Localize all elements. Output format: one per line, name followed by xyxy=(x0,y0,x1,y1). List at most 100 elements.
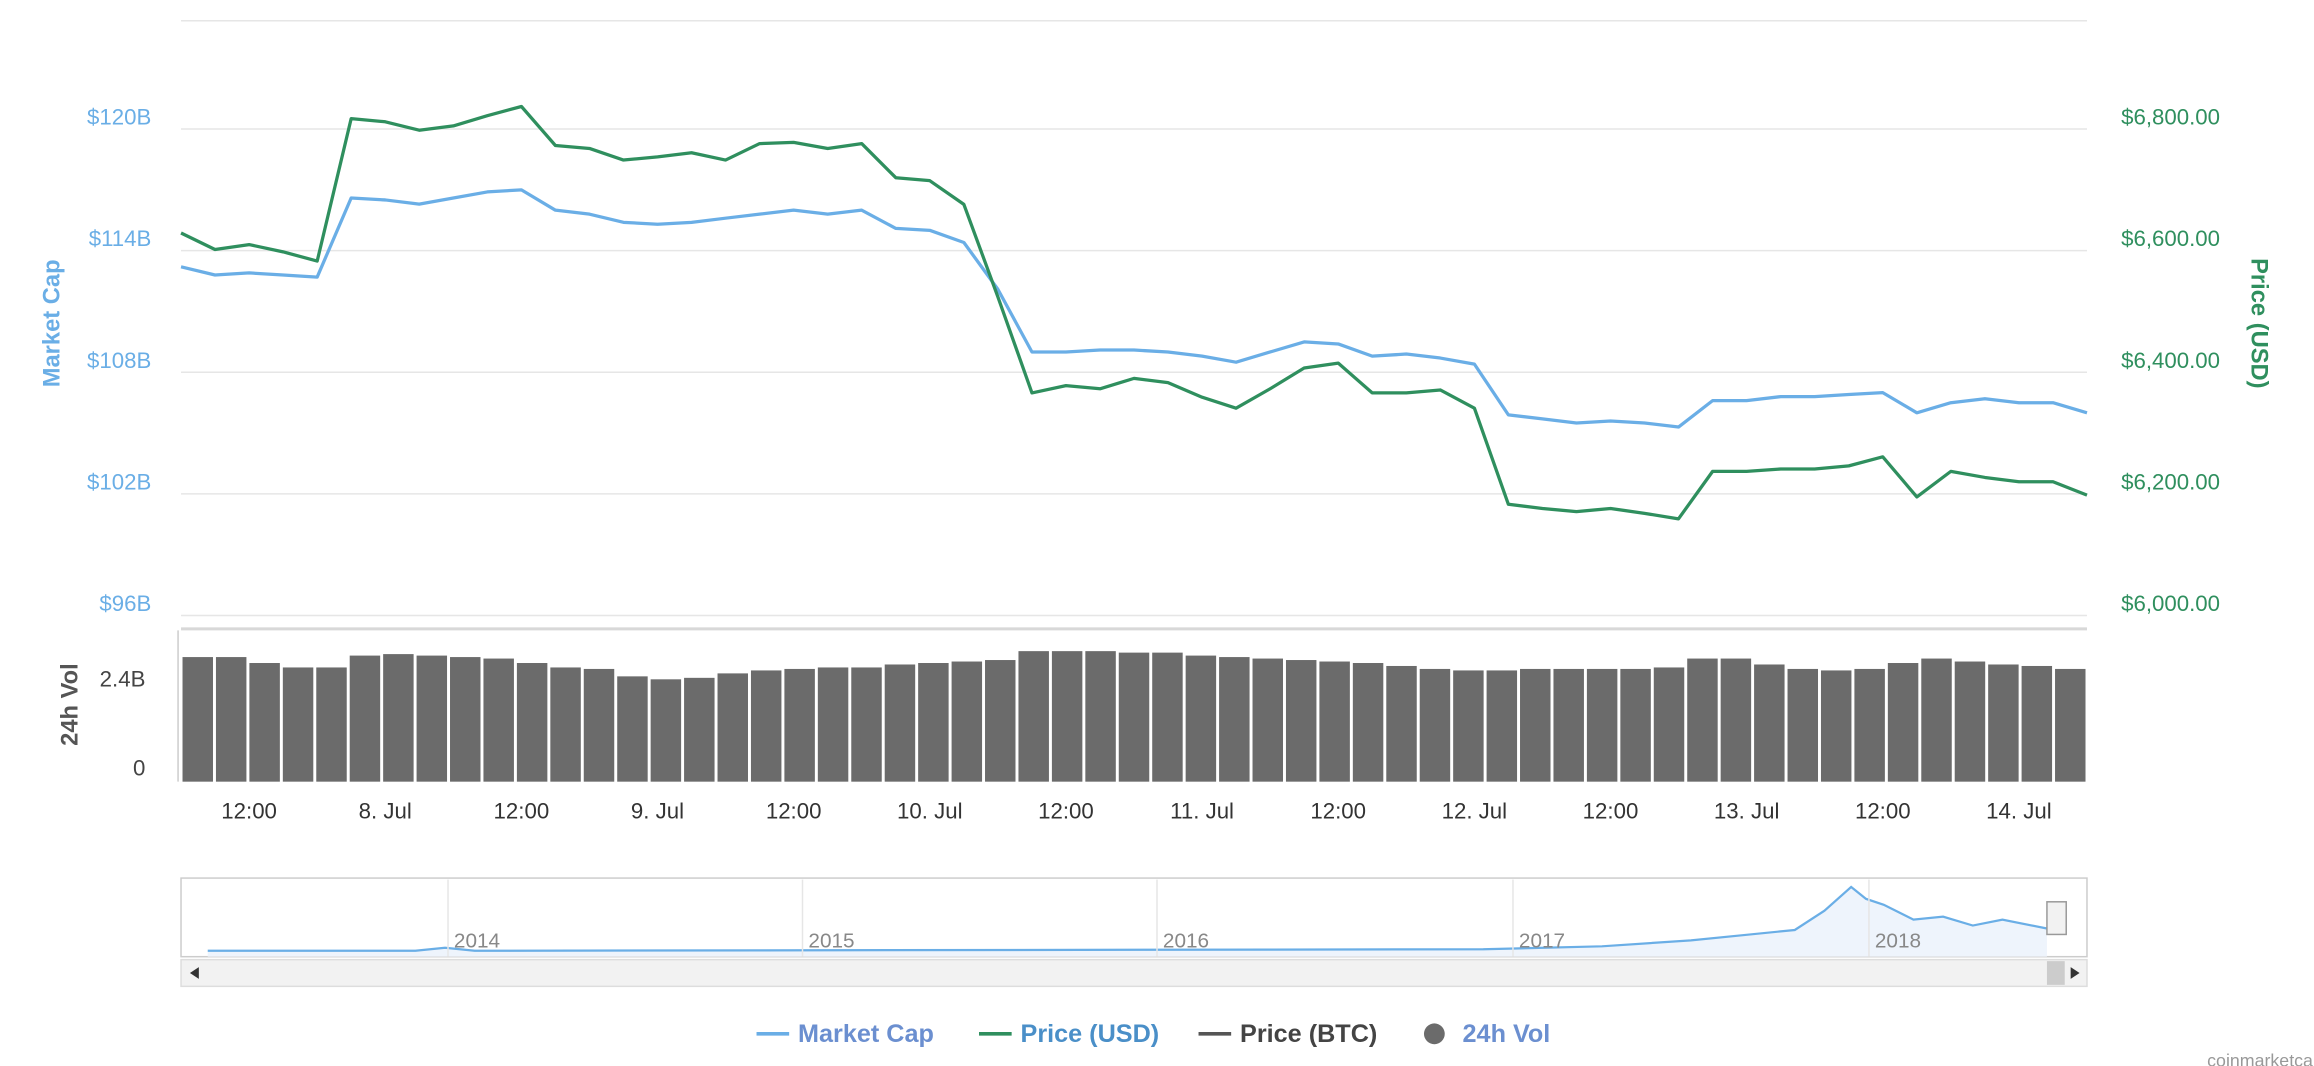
legend-label[interactable]: Market Cap xyxy=(798,1020,934,1048)
volume-bar xyxy=(1988,664,2019,782)
x-tick-label: 12. Jul xyxy=(1442,799,1508,824)
volume-bar xyxy=(684,677,715,782)
volume-bar xyxy=(1219,657,1250,782)
scrollbar-thumb[interactable] xyxy=(2046,961,2065,985)
volume-bar xyxy=(951,661,983,782)
volume-bar xyxy=(2055,668,2086,782)
volume-bar xyxy=(750,670,782,782)
volume-bar xyxy=(583,668,615,782)
legend-label[interactable]: 24h Vol xyxy=(1463,1020,1551,1048)
volume-bar xyxy=(1085,651,1116,782)
legend-label[interactable]: Price (BTC) xyxy=(1240,1020,1377,1048)
volume-bar xyxy=(349,655,381,782)
volume-bar xyxy=(1820,670,1852,782)
volume-bar xyxy=(1152,652,1183,782)
volume-bar xyxy=(1887,663,1919,782)
navigator-label: 2018 xyxy=(1875,929,1921,952)
tick-label: $6,200.00 xyxy=(2121,469,2220,494)
volume-bar xyxy=(1921,658,1952,782)
volume-bar xyxy=(1018,651,1049,782)
x-tick-label: 12:00 xyxy=(1583,799,1639,824)
volume-bar xyxy=(1687,658,1718,782)
x-tick-label: 9. Jul xyxy=(631,799,684,824)
volume-bar xyxy=(316,667,347,782)
series-line xyxy=(180,188,2088,429)
volume-bar xyxy=(1419,668,1451,782)
volume-bar xyxy=(2021,665,2053,782)
tick-label: $6,400.00 xyxy=(2121,348,2220,373)
legend-label[interactable]: Price (USD) xyxy=(1021,1020,1160,1048)
volume-bar xyxy=(1620,668,1651,782)
tick-label: $6,600.00 xyxy=(2121,226,2220,251)
volume-bar xyxy=(884,664,916,782)
y-axis-title: Market Cap xyxy=(40,259,66,387)
volume-bar xyxy=(918,663,949,782)
volume-bar xyxy=(817,667,849,782)
y3-axis-title: 24h Vol xyxy=(58,663,84,746)
x-tick-label: 13. Jul xyxy=(1714,799,1780,824)
scrollbar[interactable] xyxy=(180,958,2088,988)
volume-bar xyxy=(249,663,280,782)
navigator-handle[interactable] xyxy=(2046,901,2067,936)
series-line xyxy=(180,104,2088,521)
x-tick-label: 12:00 xyxy=(221,799,277,824)
volume-bar xyxy=(1787,668,1819,782)
volume-bar xyxy=(784,668,815,782)
tick-label: $102B xyxy=(87,469,151,494)
volume-bar xyxy=(1185,655,1217,782)
volume-bar xyxy=(182,657,213,782)
navigator-line xyxy=(207,885,2048,952)
volume-bar xyxy=(851,667,882,782)
volume-bar xyxy=(1352,663,1384,782)
volume-bar xyxy=(483,658,514,782)
tick-label: $120B xyxy=(87,105,151,130)
x-tick-label: 12:00 xyxy=(1310,799,1366,824)
tick-label: $108B xyxy=(87,348,151,373)
tick-label: $96B xyxy=(99,591,151,616)
volume-bar xyxy=(1252,658,1283,782)
scroll-right[interactable] xyxy=(2070,967,2080,979)
tick-label: 0 xyxy=(133,756,145,781)
legend-symbol xyxy=(1423,1023,1445,1045)
y2-axis-title: Price (USD) xyxy=(2245,258,2271,388)
volume-bar xyxy=(516,663,548,782)
volume-bar xyxy=(1051,651,1083,782)
tick-label: $6,000.00 xyxy=(2121,591,2220,616)
x-tick-label: 12:00 xyxy=(1855,799,1911,824)
volume-bar xyxy=(215,657,247,782)
volume-bar xyxy=(383,654,414,782)
volume-bar xyxy=(1118,652,1150,782)
volume-bar xyxy=(1720,658,1752,782)
volume-bar xyxy=(282,667,314,782)
tick-label: $114B xyxy=(89,226,152,251)
volume-bar xyxy=(717,673,748,782)
volume-bar xyxy=(1386,665,1417,782)
volume-bar xyxy=(650,679,682,782)
volume-bar xyxy=(416,655,448,782)
credit[interactable]: coinmarketcap.com xyxy=(2207,1051,2314,1066)
x-tick-label: 12:00 xyxy=(1038,799,1094,824)
volume-bar xyxy=(617,676,648,782)
volume-bar xyxy=(550,667,581,782)
scroll-left[interactable] xyxy=(189,967,199,979)
x-tick-label: 12:00 xyxy=(494,799,550,824)
volume-bar xyxy=(1453,670,1484,782)
x-tick-label: 10. Jul xyxy=(897,799,963,824)
tick-label: $6,800.00 xyxy=(2121,105,2220,130)
volume-bar xyxy=(1954,661,1986,782)
navigator-label: 2016 xyxy=(1163,929,1209,952)
volume-bar xyxy=(1520,668,1551,782)
volume-bar xyxy=(1653,667,1685,782)
volume-bar xyxy=(1285,660,1317,782)
x-tick-label: 12:00 xyxy=(766,799,822,824)
x-tick-label: 14. Jul xyxy=(1986,799,2052,824)
navigator-label: 2017 xyxy=(1519,929,1565,952)
x-tick-label: 8. Jul xyxy=(359,799,412,824)
volume-bar xyxy=(985,660,1016,782)
tick-label: 2.4B xyxy=(100,667,146,692)
volume-bar xyxy=(1486,670,1518,782)
volume-bar xyxy=(1586,668,1618,782)
volume-bar xyxy=(450,657,481,782)
